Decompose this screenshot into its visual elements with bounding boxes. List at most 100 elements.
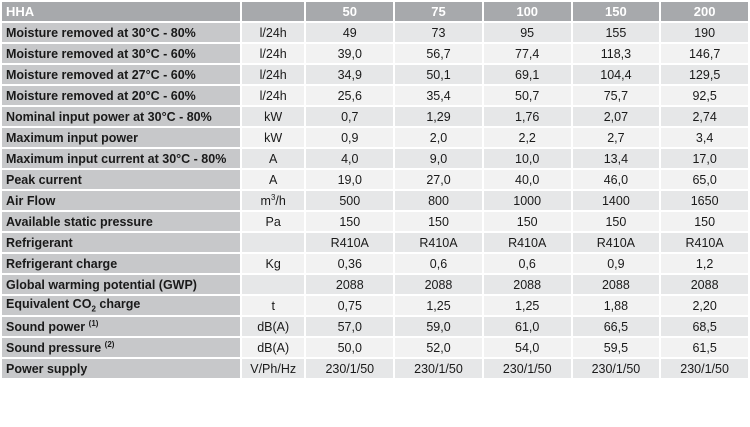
cell-value: 52,0 (395, 338, 482, 357)
table-row: Maximum input current at 30°C - 80% A 4,… (2, 149, 748, 168)
footnote-marker: (1) (88, 318, 99, 328)
cell-value: 230/1/50 (395, 359, 482, 378)
row-label: Available static pressure (2, 212, 240, 231)
cell-value: 61,0 (483, 317, 571, 336)
cell-value: 1,25 (483, 296, 571, 315)
cell-value: 17,0 (661, 149, 748, 168)
row-label: Moisture removed at 30°C - 80% (2, 23, 240, 42)
row-unit: Kg (241, 254, 305, 273)
cell-value: 1,29 (395, 107, 482, 126)
row-label: Air Flow (2, 191, 240, 210)
unit-main: m (260, 194, 271, 209)
cell-value: 1650 (661, 191, 748, 210)
cell-value: 75,7 (572, 86, 660, 105)
unit-superscript: 3 (270, 192, 276, 202)
row-unit: l/24h (241, 86, 305, 105)
model-header: 100 (483, 2, 571, 21)
cell-value: R410A (572, 233, 660, 252)
row-unit: l/24h (241, 44, 305, 63)
cell-value: 4,0 (306, 149, 394, 168)
row-label: Nominal input power at 30°C - 80% (2, 107, 240, 126)
cell-value: 49 (306, 23, 394, 42)
cell-value: 155 (572, 23, 660, 42)
table-row: Moisture removed at 30°C - 60% l/24h 39,… (2, 44, 748, 63)
cell-value: 40,0 (483, 170, 571, 189)
row-unit: V/Ph/Hz (241, 359, 305, 378)
table-row: Moisture removed at 27°C - 60% l/24h 34,… (2, 65, 748, 84)
cell-value: 150 (306, 212, 394, 231)
row-label: Maximum input current at 30°C - 80% (2, 149, 240, 168)
cell-value: 69,1 (483, 65, 571, 84)
cell-value: 54,0 (483, 338, 571, 357)
cell-value: 25,6 (306, 86, 394, 105)
row-unit: A (241, 149, 305, 168)
cell-value: 34,9 (306, 65, 394, 84)
cell-value: 2,07 (572, 107, 660, 126)
row-unit: t (241, 296, 305, 315)
table-row: Global warming potential (GWP) 2088 2088… (2, 275, 748, 294)
unit-header (241, 2, 305, 21)
label-subscript: 2 (91, 304, 96, 314)
cell-value: 66,5 (572, 317, 660, 336)
table-row: Peak current A 19,0 27,0 40,0 46,0 65,0 (2, 170, 748, 189)
cell-value: 2,0 (395, 128, 482, 147)
cell-value: R410A (483, 233, 571, 252)
cell-value: 0,75 (306, 296, 394, 315)
cell-value: 27,0 (395, 170, 482, 189)
row-unit (241, 233, 305, 252)
cell-value: 1000 (483, 191, 571, 210)
table-row: Sound power (1) dB(A) 57,0 59,0 61,0 66,… (2, 317, 748, 336)
row-label: Moisture removed at 20°C - 60% (2, 86, 240, 105)
spec-table: HHA 50 75 100 150 200 Moisture removed a… (2, 2, 748, 378)
cell-value: 73 (395, 23, 482, 42)
cell-value: 230/1/50 (483, 359, 571, 378)
cell-value: 65,0 (661, 170, 748, 189)
model-header: 150 (572, 2, 660, 21)
cell-value: 146,7 (661, 44, 748, 63)
cell-value: 0,9 (572, 254, 660, 273)
table-row: Moisture removed at 30°C - 80% l/24h 49 … (2, 23, 748, 42)
cell-value: 50,1 (395, 65, 482, 84)
cell-value: 0,6 (483, 254, 571, 273)
cell-value: 500 (306, 191, 394, 210)
cell-value: 1,2 (661, 254, 748, 273)
cell-value: 13,4 (572, 149, 660, 168)
row-label: Moisture removed at 27°C - 60% (2, 65, 240, 84)
row-unit: kW (241, 107, 305, 126)
table-row: Equivalent CO2 charge t 0,75 1,25 1,25 1… (2, 296, 748, 315)
cell-value: 230/1/50 (661, 359, 748, 378)
cell-value: 190 (661, 23, 748, 42)
cell-value: 3,4 (661, 128, 748, 147)
cell-value: 2088 (395, 275, 482, 294)
header-row: HHA 50 75 100 150 200 (2, 2, 748, 21)
cell-value: 61,5 (661, 338, 748, 357)
cell-value: R410A (661, 233, 748, 252)
cell-value: 59,0 (395, 317, 482, 336)
row-label: Moisture removed at 30°C - 60% (2, 44, 240, 63)
label-main: Equivalent CO (6, 297, 92, 312)
row-unit: Pa (241, 212, 305, 231)
cell-value: 9,0 (395, 149, 482, 168)
cell-value: 1,88 (572, 296, 660, 315)
cell-value: 2,2 (483, 128, 571, 147)
cell-value: R410A (395, 233, 482, 252)
cell-value: 1,25 (395, 296, 482, 315)
table-row: Sound pressure (2) dB(A) 50,0 52,0 54,0 … (2, 338, 748, 357)
row-unit: l/24h (241, 65, 305, 84)
cell-value: 104,4 (572, 65, 660, 84)
row-unit: A (241, 170, 305, 189)
cell-value: 35,4 (395, 86, 482, 105)
cell-value: 39,0 (306, 44, 394, 63)
table-row: Maximum input power kW 0,9 2,0 2,2 2,7 3… (2, 128, 748, 147)
model-header: 75 (395, 2, 482, 21)
table-row: Moisture removed at 20°C - 60% l/24h 25,… (2, 86, 748, 105)
row-unit: m3/h (241, 191, 305, 210)
cell-value: 2,74 (661, 107, 748, 126)
cell-value: 0,36 (306, 254, 394, 273)
model-header: 50 (306, 2, 394, 21)
label-main: Sound pressure (6, 341, 102, 356)
corner-label: HHA (2, 2, 240, 21)
table-row: Refrigerant charge Kg 0,36 0,6 0,6 0,9 1… (2, 254, 748, 273)
cell-value: 10,0 (483, 149, 571, 168)
row-unit: dB(A) (241, 338, 305, 357)
